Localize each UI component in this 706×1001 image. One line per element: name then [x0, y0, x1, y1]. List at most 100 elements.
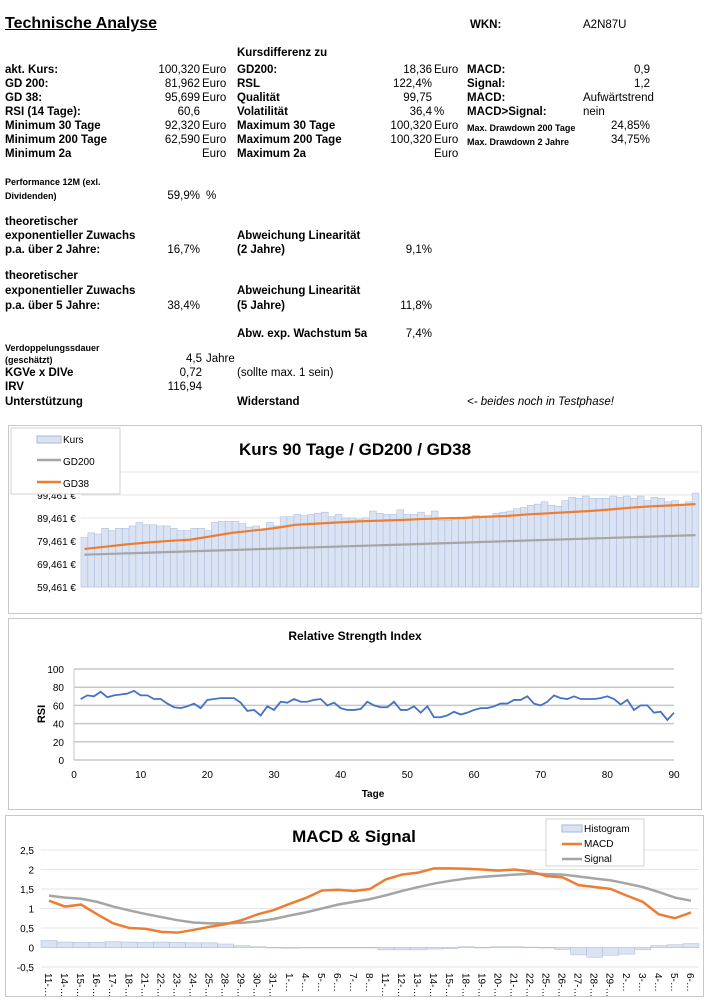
y-tick-label: 69,461 €	[37, 560, 76, 571]
kurs-bar	[472, 515, 480, 588]
y-tick-label: 2	[28, 866, 34, 877]
kurs-bar	[437, 519, 446, 588]
y-tick-label: 60	[53, 701, 65, 712]
perf-unit: %	[206, 190, 217, 202]
resistance-label: Widerstand	[237, 396, 300, 408]
histogram-bar	[329, 947, 347, 949]
histogram-bar	[345, 947, 363, 949]
kurs-bar	[533, 503, 542, 588]
kurs-bar	[527, 505, 535, 588]
x-tick-label: 90	[668, 770, 680, 781]
kurs-chart: 59,461 € 69,461 € 79,461 € 89,461 € 99,461 €…	[8, 425, 702, 614]
kurs-bar	[142, 524, 150, 588]
x-tick-label: 22-…	[154, 973, 165, 996]
x-tick-label: 12-…	[395, 973, 406, 996]
kurs-bar	[273, 525, 281, 588]
kurs-bar	[204, 530, 212, 588]
histogram-bar	[88, 942, 106, 948]
kurs-bar	[403, 514, 411, 588]
growth5-label-3: p.a. über 5 Jahre:	[5, 300, 101, 312]
kurs-bar	[362, 517, 370, 588]
page-title: Technische Analyse	[5, 15, 158, 32]
gd38-line	[84, 503, 696, 551]
histogram-bar	[313, 947, 331, 949]
growth2-label-3: p.a. über 2 Jahre:	[5, 244, 101, 256]
x-tick-label: 5-…	[315, 973, 326, 992]
wkn-label: WKN:	[470, 19, 502, 31]
row-value: 95,699	[164, 92, 200, 104]
y-tick-label: 79,461 €	[37, 537, 76, 548]
x-tick-label: 70	[535, 770, 547, 781]
kurs-bar	[252, 525, 260, 588]
histogram-bar	[602, 947, 620, 956]
kurs-bar	[595, 498, 604, 588]
abw-value: 7,4%	[405, 328, 432, 340]
kurs-bar	[513, 508, 521, 588]
kurs-bar	[80, 537, 89, 588]
kurs-bar	[451, 518, 459, 588]
y-tick-label: 1,5	[20, 885, 34, 896]
x-tick-label: 20	[202, 770, 214, 781]
growth2-dev-label-1: Abweichung Linearität	[237, 230, 361, 242]
row-unit: Euro	[202, 78, 227, 90]
row-label: RSI (14 Tage):	[5, 106, 81, 118]
verdopp-label-1: Verdoppelungssdauer	[5, 343, 100, 353]
row-diff-unit: Euro	[434, 134, 459, 146]
row-value: 62,590	[164, 134, 200, 146]
histogram-bar	[538, 947, 555, 949]
kurs-bar	[355, 518, 363, 588]
kurs-bar	[636, 495, 645, 588]
x-tick-label: 11-…	[379, 973, 390, 996]
histogram-bar	[618, 947, 636, 955]
x-tick-label: 3-…	[636, 973, 647, 992]
support-label: Unterstützung	[5, 396, 83, 408]
kurs-bar	[266, 522, 274, 588]
growth5-label-1: theoretischer	[5, 270, 78, 282]
legend-label: MACD	[584, 839, 613, 850]
row-diff-value: 100,320	[390, 120, 432, 132]
kurs-bar	[238, 523, 247, 588]
kurs-bar	[520, 507, 528, 588]
row-label: Minimum 200 Tage	[5, 134, 108, 146]
row-diff-unit: Euro	[434, 64, 459, 76]
kurs-bar	[410, 514, 418, 588]
histogram-bar	[361, 947, 379, 949]
row-diff-unit: %	[434, 106, 445, 118]
growth2-dev-value: 9,1%	[405, 244, 432, 256]
histogram-bar	[409, 947, 427, 951]
row-indicator-label: MACD:	[467, 92, 506, 104]
x-tick-label: 8-…	[363, 973, 374, 992]
growth2-dev-label-2: (2 Jahre)	[237, 244, 285, 256]
x-tick-label: 21-…	[138, 973, 149, 996]
histogram-bar	[281, 947, 299, 949]
x-tick-label: 18-…	[122, 973, 133, 996]
kurs-bar	[115, 528, 123, 588]
macd-chart: -0,5 0 0,5 1 1,5 2 2,5 11-… 14-… 15-… 16-… 17-… 18-……	[5, 815, 704, 997]
kurs-bar	[286, 516, 295, 588]
irv-label: IRV	[5, 381, 24, 393]
histogram-bar	[554, 947, 571, 950]
row-diff-label: Maximum 200 Tage	[237, 134, 342, 146]
histogram-bar	[137, 942, 154, 948]
x-tick-label: 14-…	[58, 973, 69, 996]
histogram-bar	[650, 945, 668, 948]
x-tick-label: 19-…	[475, 973, 486, 996]
histogram-bar	[570, 947, 587, 956]
y-tick-label: 100	[47, 665, 64, 676]
kurs-bar	[327, 516, 336, 588]
row-diff-unit: Euro	[434, 120, 459, 132]
row-diff-label: Maximum 30 Tage	[237, 120, 336, 132]
kurs-bar	[307, 514, 315, 588]
x-axis-title: Tage	[362, 789, 385, 800]
x-tick-label: 15-…	[74, 973, 85, 996]
y-tick-label: 20	[53, 738, 65, 749]
row-value: 60,6	[177, 106, 200, 118]
x-tick-label: 26-…	[556, 973, 567, 996]
kurs-bar	[108, 530, 116, 588]
x-tick-label: 40	[335, 770, 347, 781]
kurs-bar	[300, 515, 308, 588]
histogram-bar	[666, 944, 684, 948]
kurs-bar	[218, 521, 226, 588]
kurs-bar	[224, 521, 233, 588]
legend-label: Kurs	[63, 435, 84, 446]
